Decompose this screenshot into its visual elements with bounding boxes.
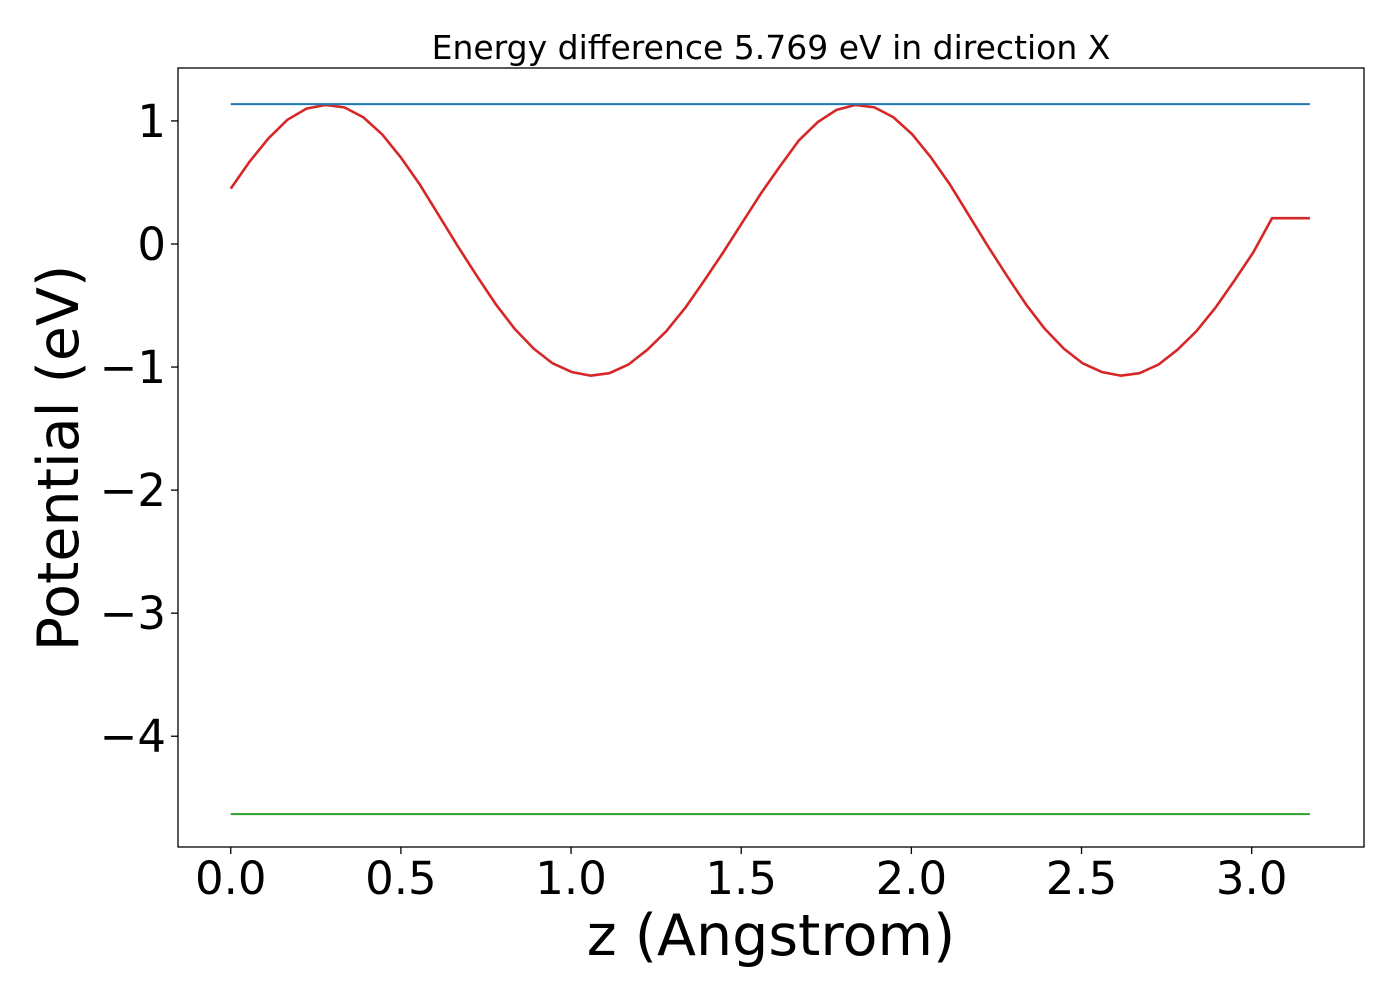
x-tick-label: 1.5 [705, 852, 777, 905]
chart-title: Energy difference 5.769 eV in direction … [432, 28, 1111, 67]
series-layer [229, 103, 1310, 816]
y-axis-label: Potential (eV) [26, 265, 92, 651]
x-axis-ticks: 0.0 0.5 1.0 1.5 2.0 2.5 3.0 [195, 847, 1288, 905]
x-tick-label: 2.0 [876, 852, 948, 905]
x-tick-label: 0.5 [365, 852, 437, 905]
y-tick-label: 0 [137, 218, 166, 271]
y-tick-label: 1 [137, 95, 166, 148]
series-line-1 [229, 103, 1310, 377]
y-tick-label: −4 [100, 710, 166, 763]
x-tick-label: 3.0 [1216, 852, 1288, 905]
x-tick-label: 1.0 [535, 852, 607, 905]
x-tick-label: 2.5 [1046, 852, 1118, 905]
y-tick-label: −1 [100, 341, 166, 394]
x-tick-label: 0.0 [195, 852, 267, 905]
y-axis-ticks: 1 0 −1 −2 −3 −4 [100, 95, 178, 763]
y-tick-label: −2 [100, 464, 166, 517]
x-axis-label: z (Angstrom) [587, 903, 955, 969]
plot-frame [177, 67, 1365, 848]
y-tick-label: −3 [100, 587, 166, 640]
